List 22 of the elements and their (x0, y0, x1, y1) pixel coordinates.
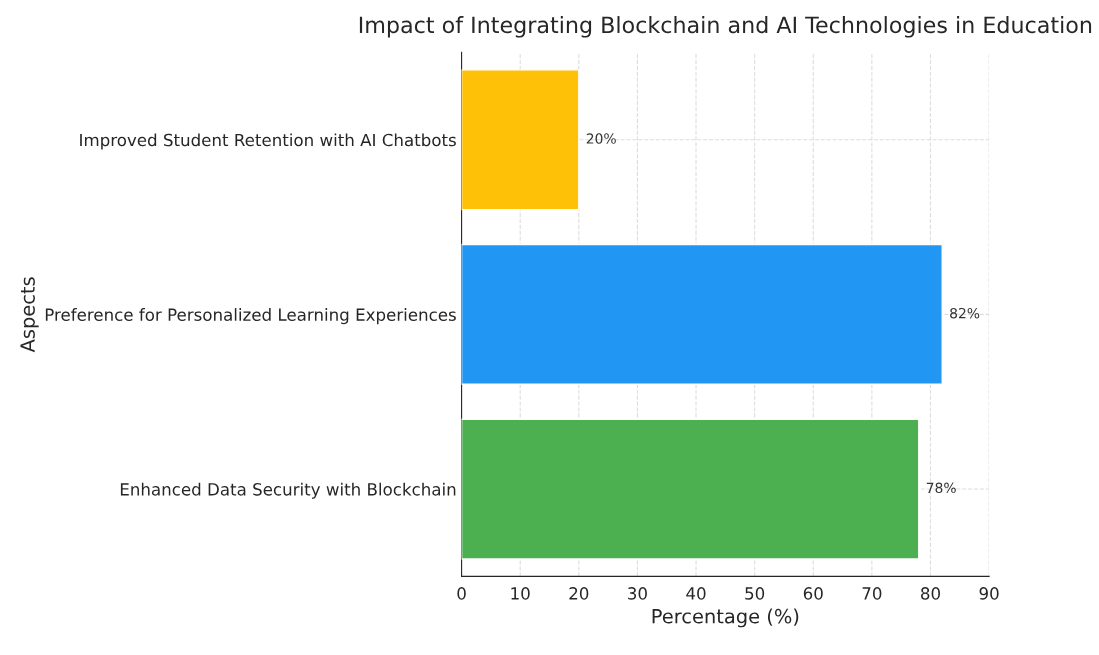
x-tick-label: 70 (862, 587, 882, 600)
y-axis-title: Aspects (20, 277, 39, 353)
data-label: 78% (926, 482, 956, 494)
x-tick-label: 0 (457, 587, 466, 600)
x-tick-label: 10 (511, 587, 530, 600)
x-tick-label: 80 (921, 587, 940, 600)
data-label: 20% (586, 133, 616, 144)
x-tick-label: 40 (686, 587, 706, 600)
chart-title: Impact of Integrating Blockchain and AI Technologies in Education (359, 16, 1092, 38)
x-tick-label: 50 (745, 587, 765, 600)
bar (461, 69, 580, 211)
x-tick-label: 20 (569, 587, 589, 600)
x-axis-title: Percentage (%) (652, 608, 799, 628)
bar (461, 243, 943, 385)
bar (461, 418, 920, 560)
y-tick-label: Enhanced Data Security with Blockchain (120, 482, 456, 499)
x-tick-label: 30 (628, 587, 647, 600)
y-tick-label: Improved Student Retention with AI Chatbots (80, 133, 456, 150)
y-tick-label: Preference for Personalized Learning Experiences (45, 308, 456, 325)
x-tick-label: 90 (979, 587, 999, 600)
data-label: 82% (950, 307, 980, 319)
x-tick-label: 60 (803, 587, 823, 600)
